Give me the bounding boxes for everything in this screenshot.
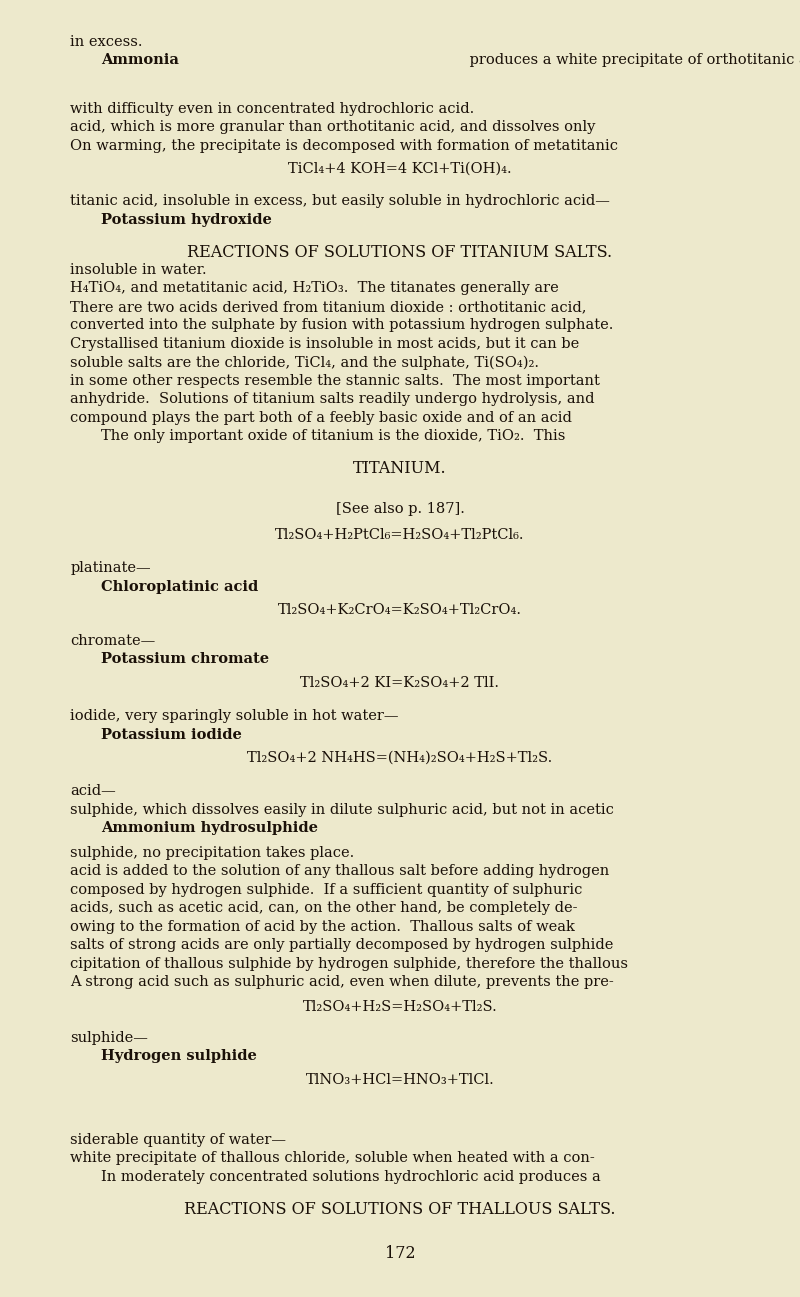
Text: In moderately concentrated solutions hydrochloric acid produces a: In moderately concentrated solutions hyd… — [101, 1170, 601, 1184]
Text: platinate—: platinate— — [70, 562, 151, 576]
Text: Potassium chromate: Potassium chromate — [101, 652, 269, 667]
Text: Tl₂SO₄+K₂CrO₄=K₂SO₄+Tl₂CrO₄.: Tl₂SO₄+K₂CrO₄=K₂SO₄+Tl₂CrO₄. — [278, 603, 522, 617]
Text: converted into the sulphate by fusion with potassium hydrogen sulphate.: converted into the sulphate by fusion wi… — [70, 318, 614, 332]
Text: Ammonia: Ammonia — [101, 53, 178, 67]
Text: The only important oxide of titanium is the dioxide, TiO₂.  This: The only important oxide of titanium is … — [101, 429, 565, 444]
Text: soluble salts are the chloride, TiCl₄, and the sulphate, Ti(SO₄)₂.: soluble salts are the chloride, TiCl₄, a… — [70, 355, 539, 370]
Text: REACTIONS OF SOLUTIONS OF THALLOUS SALTS.: REACTIONS OF SOLUTIONS OF THALLOUS SALTS… — [184, 1201, 616, 1218]
Text: There are two acids derived from titanium dioxide : orthotitanic acid,: There are two acids derived from titaniu… — [70, 300, 587, 314]
Text: sulphide, no precipitation takes place.: sulphide, no precipitation takes place. — [70, 846, 354, 860]
Text: acids, such as acetic acid, can, on the other hand, be completely de-: acids, such as acetic acid, can, on the … — [70, 901, 578, 916]
Text: REACTIONS OF SOLUTIONS OF TITANIUM SALTS.: REACTIONS OF SOLUTIONS OF TITANIUM SALTS… — [187, 244, 613, 261]
Text: siderable quantity of water—: siderable quantity of water— — [70, 1134, 286, 1147]
Text: Potassium hydroxide: Potassium hydroxide — [101, 213, 272, 227]
Text: Ammonium hydrosulphide: Ammonium hydrosulphide — [101, 821, 318, 835]
Text: On warming, the precipitate is decomposed with formation of metatitanic: On warming, the precipitate is decompose… — [70, 139, 618, 153]
Text: iodide, very sparingly soluble in hot water—: iodide, very sparingly soluble in hot wa… — [70, 709, 399, 724]
Text: insoluble in water.: insoluble in water. — [70, 263, 207, 278]
Text: produces a white precipitate of orthotitanic acid, insoluble: produces a white precipitate of orthotit… — [466, 53, 800, 67]
Text: Tl₂SO₄+H₂PtCl₆=H₂SO₄+Tl₂PtCl₆.: Tl₂SO₄+H₂PtCl₆=H₂SO₄+Tl₂PtCl₆. — [275, 528, 525, 542]
Text: anhydride.  Solutions of titanium salts readily undergo hydrolysis, and: anhydride. Solutions of titanium salts r… — [70, 392, 595, 406]
Text: compound plays the part both of a feebly basic oxide and of an acid: compound plays the part both of a feebly… — [70, 411, 572, 425]
Text: in some other respects resemble the stannic salts.  The most important: in some other respects resemble the stan… — [70, 374, 600, 388]
Text: Tl₂SO₄+2 NH₄HS=(NH₄)₂SO₄+H₂S+Tl₂S.: Tl₂SO₄+2 NH₄HS=(NH₄)₂SO₄+H₂S+Tl₂S. — [247, 751, 553, 765]
Text: sulphide—: sulphide— — [70, 1031, 148, 1045]
Text: H₄TiO₄, and metatitanic acid, H₂TiO₃.  The titanates generally are: H₄TiO₄, and metatitanic acid, H₂TiO₃. Th… — [70, 281, 559, 296]
Text: salts of strong acids are only partially decomposed by hydrogen sulphide: salts of strong acids are only partially… — [70, 939, 614, 952]
Text: owing to the formation of acid by the action.  Thallous salts of weak: owing to the formation of acid by the ac… — [70, 920, 575, 934]
Text: [See also p. 187].: [See also p. 187]. — [335, 502, 465, 516]
Text: in excess.: in excess. — [70, 35, 143, 49]
Text: TiCl₄+4 KOH=4 KCl+Ti(OH)₄.: TiCl₄+4 KOH=4 KCl+Ti(OH)₄. — [288, 162, 512, 176]
Text: Chloroplatinic acid: Chloroplatinic acid — [101, 580, 258, 594]
Text: cipitation of thallous sulphide by hydrogen sulphide, therefore the thallous: cipitation of thallous sulphide by hydro… — [70, 957, 629, 971]
Text: TlNO₃+HCl=HNO₃+TlCl.: TlNO₃+HCl=HNO₃+TlCl. — [306, 1073, 494, 1087]
Text: chromate—: chromate— — [70, 634, 156, 648]
Text: composed by hydrogen sulphide.  If a sufficient quantity of sulphuric: composed by hydrogen sulphide. If a suff… — [70, 883, 582, 898]
Text: with difficulty even in concentrated hydrochloric acid.: with difficulty even in concentrated hyd… — [70, 102, 474, 115]
Text: Potassium iodide: Potassium iodide — [101, 728, 242, 742]
Text: acid is added to the solution of any thallous salt before adding hydrogen: acid is added to the solution of any tha… — [70, 864, 610, 878]
Text: TITANIUM.: TITANIUM. — [353, 460, 447, 477]
Text: A strong acid such as sulphuric acid, even when dilute, prevents the pre-: A strong acid such as sulphuric acid, ev… — [70, 975, 614, 990]
Text: sulphide, which dissolves easily in dilute sulphuric acid, but not in acetic: sulphide, which dissolves easily in dilu… — [70, 803, 614, 817]
Text: Crystallised titanium dioxide is insoluble in most acids, but it can be: Crystallised titanium dioxide is insolub… — [70, 337, 580, 351]
Text: acid—: acid— — [70, 783, 116, 798]
Text: titanic acid, insoluble in excess, but easily soluble in hydrochloric acid—: titanic acid, insoluble in excess, but e… — [70, 195, 610, 209]
Text: white precipitate of thallous chloride, soluble when heated with a con-: white precipitate of thallous chloride, … — [70, 1152, 595, 1166]
Text: Tl₂SO₄+H₂S=H₂SO₄+Tl₂S.: Tl₂SO₄+H₂S=H₂SO₄+Tl₂S. — [302, 1000, 498, 1014]
Text: acid, which is more granular than orthotitanic acid, and dissolves only: acid, which is more granular than orthot… — [70, 121, 596, 135]
Text: Tl₂SO₄+2 KI=K₂SO₄+2 TlI.: Tl₂SO₄+2 KI=K₂SO₄+2 TlI. — [301, 676, 499, 690]
Text: Hydrogen sulphide: Hydrogen sulphide — [101, 1049, 257, 1064]
Text: 172: 172 — [385, 1245, 415, 1262]
